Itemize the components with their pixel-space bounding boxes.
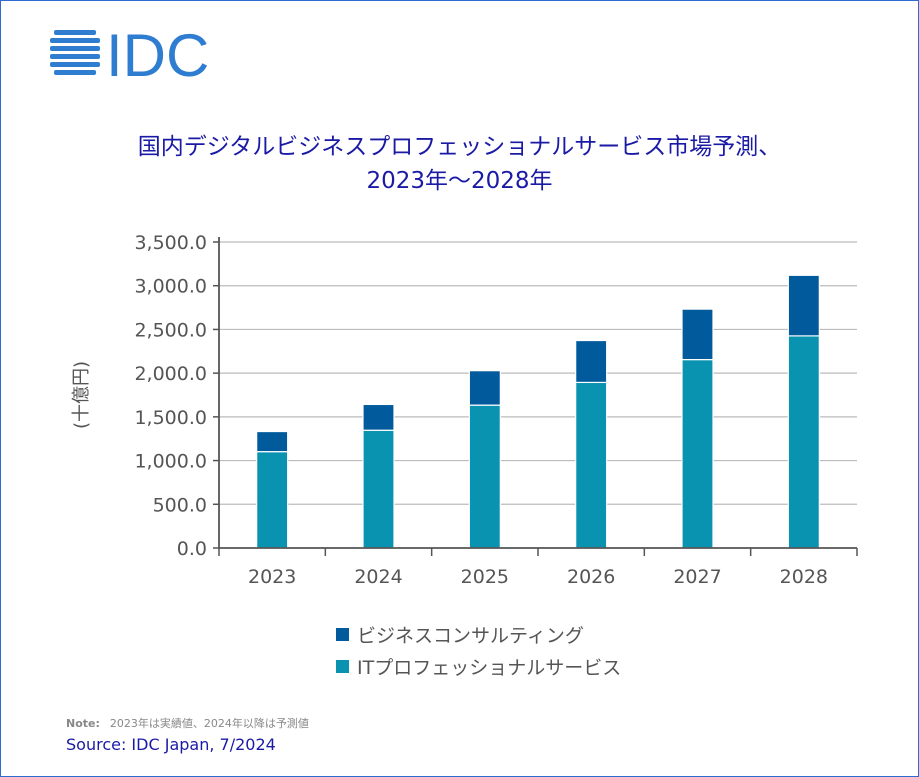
logo-text: IDC <box>106 24 209 84</box>
y-tick-label: 3,000.0 <box>134 276 207 298</box>
note-label: Note: <box>66 717 100 730</box>
legend-swatch <box>336 659 349 673</box>
title-line-2: 2023年～2028年 <box>366 168 553 194</box>
y-tick-label: 2,000.0 <box>134 363 207 385</box>
bar-business-consulting <box>362 403 395 431</box>
bar-it-services <box>362 429 395 549</box>
legend-label: ITプロフェッショナルサービス <box>357 656 622 679</box>
idc-logo: IDC <box>50 24 209 84</box>
bar-business-consulting <box>681 308 714 361</box>
bar-business-consulting <box>256 430 289 453</box>
note: Note: 2023年は実績値、2024年以降は予測値 <box>66 715 309 731</box>
x-tick-label: 2023 <box>248 566 296 588</box>
legend-label: ビジネスコンサルティング <box>357 624 584 647</box>
bar-business-consulting <box>787 274 820 337</box>
legend: ビジネスコンサルティング ITプロフェッショナルサービス <box>336 618 621 682</box>
title-line-1: 国内デジタルビジネスプロフェッショナルサービス市場予測、 <box>137 134 782 160</box>
x-tick-label: 2026 <box>567 566 615 588</box>
x-tick-label: 2028 <box>780 566 828 588</box>
y-tick-label: 1,000.0 <box>134 451 207 473</box>
source: Source: IDC Japan, 7/2024 <box>66 735 276 754</box>
legend-swatch <box>336 627 349 641</box>
bar-it-services <box>787 335 820 549</box>
bar-it-services <box>575 381 608 549</box>
bar-business-consulting <box>575 339 608 384</box>
y-tick-label: 500.0 <box>153 494 207 516</box>
x-tick-label: 2024 <box>354 566 402 588</box>
legend-item-it-services: ITプロフェッショナルサービス <box>336 650 621 682</box>
bar-it-services <box>468 404 501 549</box>
x-tick-label: 2027 <box>673 566 721 588</box>
y-tick-label: 0.0 <box>177 538 207 560</box>
bar-it-services <box>681 358 714 549</box>
y-tick-label: 3,500.0 <box>134 232 207 254</box>
bar-it-services <box>256 451 289 549</box>
y-tick-label: 2,500.0 <box>134 319 207 341</box>
note-text: 2023年は実績値、2024年以降は予測値 <box>109 717 309 730</box>
chart-title: 国内デジタルビジネスプロフェッショナルサービス市場予測、 2023年～2028年 <box>0 130 919 198</box>
x-tick-label: 2025 <box>461 566 509 588</box>
y-tick-label: 1,500.0 <box>134 407 207 429</box>
bar-business-consulting <box>468 370 501 406</box>
legend-item-business-consulting: ビジネスコンサルティング <box>336 618 621 650</box>
